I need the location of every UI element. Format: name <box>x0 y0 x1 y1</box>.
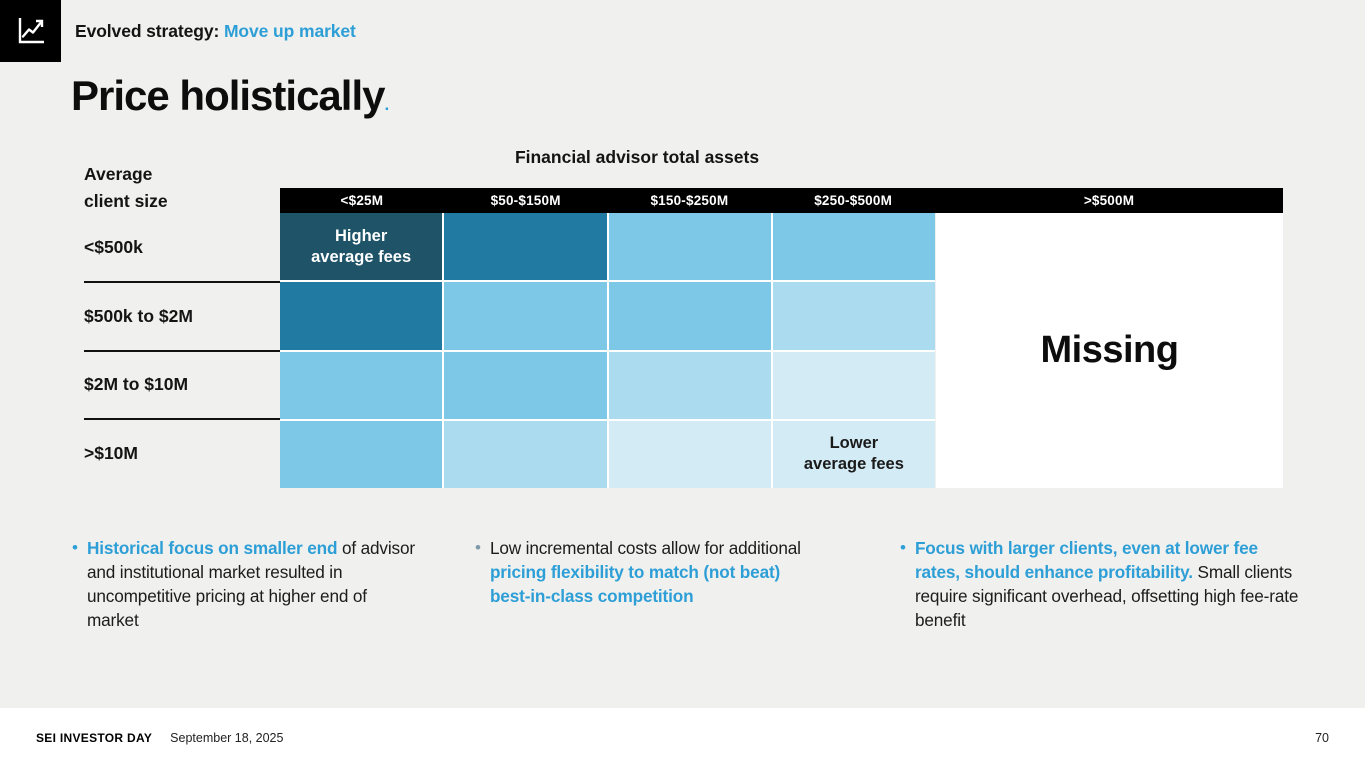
matrix-cell <box>444 420 607 488</box>
matrix-cell <box>280 420 443 488</box>
missing-panel: Missing <box>936 213 1283 488</box>
bullet-list: • Historical focus on smaller end of advi… <box>0 536 1365 676</box>
bullet-item: • Focus with larger clients, even at lowe… <box>900 536 1300 632</box>
bullet-text: Historical focus on smaller end of advis… <box>86 538 415 630</box>
matrix-cell <box>608 420 771 488</box>
matrix-cell <box>280 351 443 419</box>
bullet-dot-icon: • <box>475 538 481 557</box>
column-header: <$25M <box>340 193 384 208</box>
matrix-cell <box>608 351 771 419</box>
brand-logo <box>0 0 61 62</box>
bullet-text: Focus with larger clients, even at lower… <box>914 538 1299 630</box>
column-header: >$500M <box>1083 193 1135 208</box>
matrix-cell: Higher average fees <box>280 213 443 281</box>
page-number: 70 <box>1315 731 1329 745</box>
matrix-cell <box>772 213 935 281</box>
row-label: >$10M <box>84 443 138 464</box>
page-title: Price holistically. <box>71 72 397 120</box>
matrix-cell <box>444 351 607 419</box>
page-title-text: Price holistically <box>71 72 385 119</box>
matrix-cell <box>608 282 771 350</box>
kicker-prefix: Evolved strategy: <box>75 21 224 41</box>
column-header: $50-$150M <box>490 193 561 208</box>
cell-label: Higher average fees <box>311 226 412 266</box>
footer-brand: SEI INVESTOR DAY <box>36 731 153 745</box>
matrix-cell <box>444 282 607 350</box>
heatmap-grid: Higher average fees Lower average fees <box>280 213 935 488</box>
row-labels: <$500k $500k to $2M $2M to $10M >$10M <box>84 213 280 488</box>
matrix-cell <box>444 213 607 281</box>
line-chart-icon <box>18 18 44 44</box>
row-label: <$500k <box>84 213 280 283</box>
column-header: $250-$500M <box>814 193 893 208</box>
column-header: $150-$250M <box>650 193 729 208</box>
row-label: $500k to $2M <box>84 282 280 352</box>
cell-label: Lower average fees <box>803 434 904 474</box>
matrix-cell <box>772 282 935 350</box>
page-title-period: . <box>384 95 390 114</box>
bullet-dot-icon: • <box>72 538 78 557</box>
matrix-cell <box>608 213 771 281</box>
missing-label: Missing <box>1040 329 1179 371</box>
matrix-cell <box>772 351 935 419</box>
bullet-item: • Historical focus on smaller end of advi… <box>72 536 418 632</box>
matrix-cell: Lower average fees <box>772 420 935 488</box>
bullet-text: Low incremental costs allow for addition… <box>489 538 801 606</box>
row-axis-label: Average client size <box>84 164 168 211</box>
matrix-cell <box>280 282 443 350</box>
column-header-bar: <$25M $50-$150M $150-$250M $250-$500M >$500M <box>280 188 1283 213</box>
kicker: Evolved strategy: Move up market <box>75 21 356 42</box>
bullet-dot-icon: • <box>900 538 906 557</box>
bullet-item: • Low incremental costs allow for additio… <box>475 536 811 608</box>
footer: SEI INVESTOR DAY September 18, 2025 70 <box>0 708 1365 768</box>
row-label: $2M to $10M <box>84 351 280 420</box>
footer-date: September 18, 2025 <box>170 731 284 745</box>
kicker-highlight: Move up market <box>223 21 356 41</box>
matrix-title: Financial advisor total assets <box>514 147 760 167</box>
